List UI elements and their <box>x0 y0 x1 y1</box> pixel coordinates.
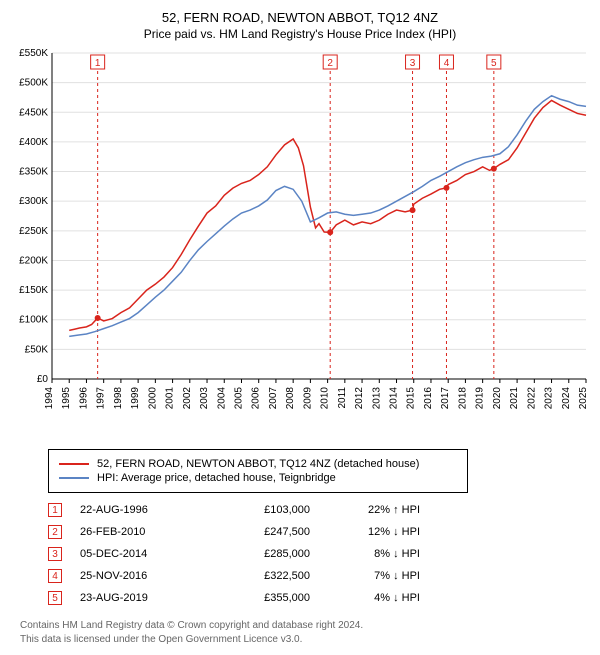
svg-text:2015: 2015 <box>406 387 417 410</box>
svg-text:£400K: £400K <box>19 137 48 148</box>
svg-text:1997: 1997 <box>96 387 107 410</box>
chart-svg: £0 £50K £100K £150K £200K £250K £300K £350K £400… <box>8 49 592 439</box>
svg-text:1: 1 <box>95 58 101 69</box>
event-marker: 5 <box>48 591 62 605</box>
event-row: 3 05-DEC-2014£285,0008% ↓ HPI <box>48 547 592 561</box>
event-price: £247,500 <box>210 526 310 538</box>
event-date: 23-AUG-2019 <box>80 592 210 604</box>
svg-text:1995: 1995 <box>61 387 72 410</box>
svg-text:2003: 2003 <box>199 387 210 410</box>
svg-text:2005: 2005 <box>233 387 244 410</box>
svg-text:2010: 2010 <box>320 387 331 410</box>
svg-text:2000: 2000 <box>147 387 158 410</box>
event-marker: 1 <box>48 503 62 517</box>
event-marker: 4 <box>48 569 62 583</box>
event-diff: 12% ↓ HPI <box>310 526 420 538</box>
svg-text:2011: 2011 <box>337 387 348 409</box>
footer-line1: Contains HM Land Registry data © Crown c… <box>20 619 592 633</box>
svg-text:1994: 1994 <box>44 387 55 410</box>
svg-text:2017: 2017 <box>440 387 451 410</box>
footer: Contains HM Land Registry data © Crown c… <box>20 619 592 647</box>
event-table: 1 22-AUG-1996£103,00022% ↑ HPI 2 26-FEB-201… <box>48 503 592 605</box>
svg-text:2018: 2018 <box>457 387 468 410</box>
event-row: 1 22-AUG-1996£103,00022% ↑ HPI <box>48 503 592 517</box>
svg-text:£150K: £150K <box>19 285 48 296</box>
chart-title: 52, FERN ROAD, NEWTON ABBOT, TQ12 4NZ <box>8 10 592 25</box>
legend-label: HPI: Average price, detached house, Teig… <box>97 472 336 484</box>
svg-text:1998: 1998 <box>113 387 124 410</box>
event-date: 25-NOV-2016 <box>80 570 210 582</box>
legend: 52, FERN ROAD, NEWTON ABBOT, TQ12 4NZ (d… <box>48 449 468 493</box>
svg-text:2009: 2009 <box>302 387 313 410</box>
svg-text:2022: 2022 <box>526 387 537 410</box>
svg-text:£450K: £450K <box>19 107 48 118</box>
event-row: 4 25-NOV-2016£322,5007% ↓ HPI <box>48 569 592 583</box>
event-diff: 8% ↓ HPI <box>310 548 420 560</box>
svg-text:£300K: £300K <box>19 196 48 207</box>
legend-swatch <box>59 477 89 479</box>
svg-text:2020: 2020 <box>492 387 503 410</box>
svg-text:2007: 2007 <box>268 387 279 410</box>
svg-text:£0: £0 <box>37 374 49 385</box>
svg-text:5: 5 <box>491 58 497 69</box>
event-diff: 7% ↓ HPI <box>310 570 420 582</box>
svg-text:2024: 2024 <box>561 387 572 410</box>
svg-text:2013: 2013 <box>371 387 382 410</box>
svg-text:£100K: £100K <box>19 315 48 326</box>
event-date: 05-DEC-2014 <box>80 548 210 560</box>
svg-text:2004: 2004 <box>216 387 227 410</box>
svg-text:2016: 2016 <box>423 387 434 410</box>
svg-text:2012: 2012 <box>354 387 365 410</box>
svg-text:3: 3 <box>410 58 416 69</box>
svg-text:2014: 2014 <box>389 387 400 410</box>
svg-text:£550K: £550K <box>19 49 48 59</box>
svg-text:2023: 2023 <box>544 387 555 410</box>
svg-text:2019: 2019 <box>475 387 486 410</box>
event-marker: 3 <box>48 547 62 561</box>
svg-text:2006: 2006 <box>251 387 262 410</box>
event-price: £355,000 <box>210 592 310 604</box>
event-price: £103,000 <box>210 504 310 516</box>
svg-text:£500K: £500K <box>19 78 48 89</box>
svg-text:2025: 2025 <box>578 387 589 410</box>
svg-text:2: 2 <box>327 58 333 69</box>
legend-item: 52, FERN ROAD, NEWTON ABBOT, TQ12 4NZ (d… <box>59 458 457 470</box>
svg-text:4: 4 <box>444 58 450 69</box>
svg-text:2008: 2008 <box>285 387 296 410</box>
event-price: £285,000 <box>210 548 310 560</box>
event-diff: 22% ↑ HPI <box>310 504 420 516</box>
event-row: 5 23-AUG-2019£355,0004% ↓ HPI <box>48 591 592 605</box>
event-date: 26-FEB-2010 <box>80 526 210 538</box>
event-marker: 2 <box>48 525 62 539</box>
svg-text:2002: 2002 <box>182 387 193 410</box>
chart: £0 £50K £100K £150K £200K £250K £300K £350K £400… <box>8 49 592 439</box>
svg-text:1999: 1999 <box>130 387 141 410</box>
event-date: 22-AUG-1996 <box>80 504 210 516</box>
legend-item: HPI: Average price, detached house, Teig… <box>59 472 457 484</box>
legend-label: 52, FERN ROAD, NEWTON ABBOT, TQ12 4NZ (d… <box>97 458 419 470</box>
svg-text:1996: 1996 <box>78 387 89 410</box>
chart-subtitle: Price paid vs. HM Land Registry's House … <box>8 27 592 41</box>
svg-text:£250K: £250K <box>19 226 48 237</box>
legend-swatch <box>59 463 89 465</box>
event-diff: 4% ↓ HPI <box>310 592 420 604</box>
svg-text:2001: 2001 <box>165 387 176 410</box>
footer-line2: This data is licensed under the Open Gov… <box>20 633 592 647</box>
svg-text:£200K: £200K <box>19 255 48 266</box>
event-price: £322,500 <box>210 570 310 582</box>
event-row: 2 26-FEB-2010£247,50012% ↓ HPI <box>48 525 592 539</box>
svg-text:£50K: £50K <box>25 344 49 355</box>
svg-text:£350K: £350K <box>19 167 48 178</box>
svg-text:2021: 2021 <box>509 387 520 410</box>
